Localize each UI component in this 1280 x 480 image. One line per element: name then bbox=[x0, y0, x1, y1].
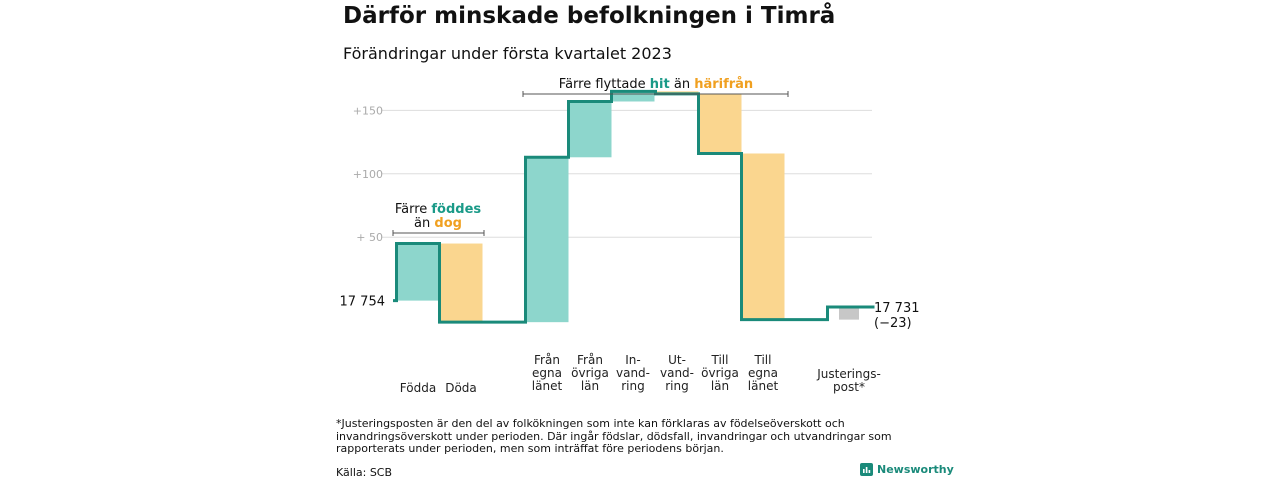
category-label: ring bbox=[665, 379, 689, 393]
category-label: övriga bbox=[701, 366, 739, 380]
source-note: Källa: SCB bbox=[336, 466, 393, 479]
bar-3 bbox=[568, 101, 612, 158]
brand-name: Newsworthy bbox=[877, 463, 954, 476]
end-value-label: 17 731 bbox=[874, 301, 920, 316]
bar-6 bbox=[698, 93, 742, 154]
bar-7 bbox=[741, 153, 785, 320]
brand-logo: Newsworthy bbox=[860, 463, 954, 476]
bar-0 bbox=[396, 243, 440, 301]
category-label: Till bbox=[754, 353, 772, 367]
chart-title: Därför minskade befolkningen i Timrå bbox=[343, 3, 836, 29]
category-label: Justerings- bbox=[816, 367, 881, 381]
category-label: Från bbox=[577, 353, 603, 367]
chart-subtitle: Förändringar under första kvartalet 2023 bbox=[343, 44, 672, 63]
y-tick-label: +100 bbox=[353, 168, 383, 181]
births-annotation-line2: än dog bbox=[414, 216, 462, 231]
category-label: egna bbox=[532, 366, 562, 380]
category-label: Från bbox=[534, 353, 560, 367]
category-label: Döda bbox=[445, 381, 477, 395]
category-label: län bbox=[581, 379, 599, 393]
step-line bbox=[393, 89, 875, 324]
category-label: länet bbox=[532, 379, 563, 393]
category-label: länet bbox=[748, 379, 779, 393]
category-label: Till bbox=[711, 353, 729, 367]
y-tick-label: +150 bbox=[353, 104, 383, 117]
category-label: In- bbox=[625, 353, 640, 367]
category-label: vand- bbox=[616, 366, 650, 380]
bar-4 bbox=[611, 91, 655, 102]
end-change-label: (−23) bbox=[874, 316, 912, 331]
category-label: Ut- bbox=[668, 353, 686, 367]
bar-1 bbox=[439, 243, 483, 323]
bar-8 bbox=[839, 306, 859, 320]
migration-annotation: Färre flyttade hit än härifrån bbox=[559, 77, 753, 92]
start-value-label: 17 754 bbox=[340, 295, 386, 310]
category-label: ring bbox=[621, 379, 645, 393]
newsworthy-icon bbox=[860, 463, 873, 476]
category-label: post* bbox=[833, 380, 865, 394]
category-label: egna bbox=[748, 366, 778, 380]
footnote: *Justeringsposten är den del av folkökni… bbox=[336, 417, 892, 455]
category-label: övriga bbox=[571, 366, 609, 380]
births-annotation-line1: Färre föddes bbox=[395, 202, 482, 217]
category-label: län bbox=[711, 379, 729, 393]
bar-2 bbox=[525, 157, 569, 323]
y-tick-label: + 50 bbox=[356, 231, 383, 244]
category-label: vand- bbox=[660, 366, 694, 380]
category-label: Födda bbox=[400, 381, 436, 395]
